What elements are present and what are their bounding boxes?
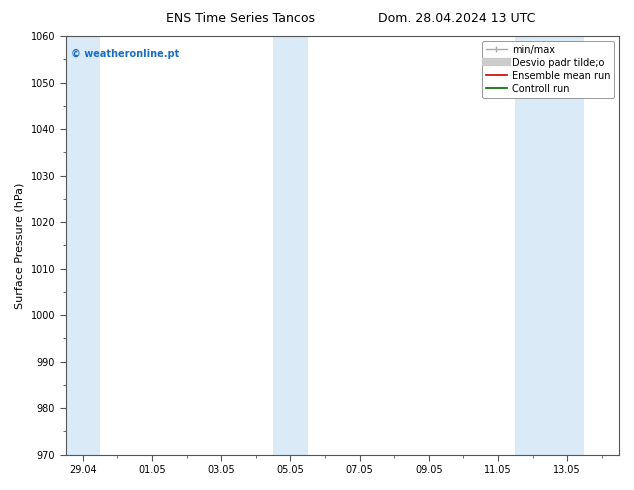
Text: ENS Time Series Tancos: ENS Time Series Tancos <box>166 12 316 25</box>
Bar <box>515 36 585 455</box>
Bar <box>273 36 307 455</box>
Text: © weatheronline.pt: © weatheronline.pt <box>71 49 179 59</box>
Bar <box>65 36 100 455</box>
Legend: min/max, Desvio padr tilde;o, Ensemble mean run, Controll run: min/max, Desvio padr tilde;o, Ensemble m… <box>482 41 614 98</box>
Text: Dom. 28.04.2024 13 UTC: Dom. 28.04.2024 13 UTC <box>378 12 535 25</box>
Y-axis label: Surface Pressure (hPa): Surface Pressure (hPa) <box>15 182 25 309</box>
